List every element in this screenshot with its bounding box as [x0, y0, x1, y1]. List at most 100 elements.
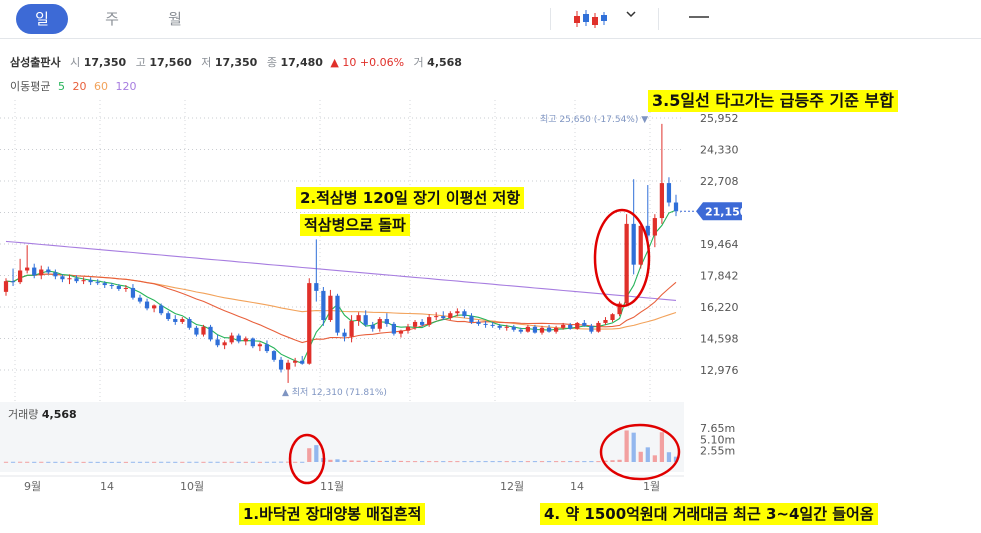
- current-price-tag: [696, 202, 742, 221]
- volume-bar: [250, 461, 255, 463]
- tab-monthly[interactable]: 월: [168, 10, 182, 28]
- volume-bar: [159, 461, 164, 463]
- annotation-2-line2: 적삼병으로 돌파: [300, 214, 410, 236]
- volume-bar: [575, 461, 580, 463]
- volume-bar: [17, 461, 23, 463]
- volume-bar: [102, 461, 107, 463]
- candle-body: [95, 282, 100, 284]
- volume-bar: [370, 460, 375, 462]
- candle-body: [589, 325, 594, 332]
- candle-body: [137, 297, 143, 302]
- candle-body: [342, 332, 347, 337]
- price-tick-label: 24,330: [700, 144, 739, 157]
- volume-bar: [511, 461, 516, 463]
- candle-body: [349, 320, 354, 337]
- candle-body: [123, 287, 129, 289]
- annotation-3: 3.5일선 타고가는 급등주 기준 부합: [648, 90, 898, 112]
- ma120-label: 120: [115, 80, 137, 93]
- ma120-line: [5, 240, 677, 301]
- price-tick-label: 12,976: [700, 364, 739, 377]
- volume-bar: [166, 461, 171, 463]
- volume-bar: [215, 461, 220, 463]
- volume-bar: [278, 461, 284, 463]
- candle-body: [434, 316, 439, 318]
- volume-bar: [398, 460, 404, 462]
- tab-daily[interactable]: 일: [16, 4, 68, 34]
- candle-body: [405, 326, 411, 331]
- candle-body: [462, 311, 467, 317]
- volume-bar: [32, 461, 37, 463]
- volume-tick-label: 2.55m: [700, 445, 735, 458]
- candle-body: [553, 327, 559, 332]
- volume-bar: [271, 461, 277, 463]
- menu-icon[interactable]: [688, 8, 710, 31]
- volume-bar: [208, 461, 213, 463]
- volume-bar: [483, 461, 488, 463]
- candle-body: [194, 327, 199, 335]
- volume-current: 4,568: [41, 408, 77, 421]
- candle-body: [166, 313, 171, 320]
- candle-body: [568, 324, 573, 329]
- high-label: 고: [135, 56, 146, 69]
- chevron-down-icon[interactable]: [625, 8, 637, 24]
- volume-bar: [60, 461, 65, 463]
- candle-body: [264, 344, 270, 352]
- candle-body: [3, 281, 9, 292]
- price-tick-label: 14,598: [700, 333, 739, 346]
- volume-bar: [582, 461, 587, 463]
- volume-bar: [144, 461, 150, 463]
- ma-legend: 이동평균 5 20 60 120: [10, 78, 136, 94]
- candle-body: [215, 339, 220, 346]
- volume-bar: [462, 461, 467, 463]
- volume-bar: [123, 461, 129, 463]
- annotation-2-line1: 2.적삼병 120일 장기 이평선 저항: [296, 187, 525, 209]
- high-marker-label: 최고 25,650 (-17.54%) ▼: [540, 114, 648, 125]
- low-marker-label: ▲ 최저 12,310 (71.81%): [282, 387, 387, 398]
- volume-caption: 거래량 4,568: [8, 406, 77, 422]
- candle-body: [180, 319, 185, 322]
- volume-bar: [553, 461, 559, 463]
- volume-value: 4,568: [427, 56, 462, 69]
- volume-bar: [25, 461, 30, 463]
- volume-bar: [46, 461, 51, 463]
- volume-bar: [638, 451, 643, 462]
- highlight-circle-recent-volume: [599, 423, 681, 481]
- candle-body: [278, 359, 284, 370]
- candle-body: [222, 342, 227, 346]
- candle-body: [419, 321, 425, 325]
- candlestick-icon[interactable]: [570, 8, 610, 30]
- volume-bar: [173, 461, 178, 463]
- candle-body: [116, 286, 121, 289]
- volume-bar: [504, 461, 509, 463]
- close-label: 종: [266, 56, 277, 69]
- low-label: 저: [201, 56, 212, 69]
- volume-bar: [356, 460, 361, 462]
- toolbar-divider: [658, 8, 659, 30]
- volume-bar: [328, 459, 333, 462]
- volume-bar: [257, 461, 263, 463]
- candle-body: [645, 225, 650, 236]
- volume-bar: [137, 461, 143, 463]
- volume-bar: [469, 461, 474, 463]
- volume-bar: [194, 461, 199, 463]
- toolbar-divider: [550, 8, 551, 30]
- volume-bar: [95, 461, 100, 463]
- candle-body: [455, 311, 460, 314]
- candle-body: [539, 327, 545, 333]
- candle-body: [363, 315, 368, 325]
- candle-body: [398, 330, 404, 334]
- candle-body: [243, 338, 248, 342]
- volume-bar: [349, 460, 354, 462]
- candle-body: [624, 223, 629, 304]
- candle-body: [617, 303, 622, 315]
- volume-bar: [236, 461, 241, 463]
- candle-body: [561, 324, 566, 328]
- candle-body: [427, 317, 432, 325]
- candle-body: [673, 202, 679, 212]
- tab-weekly[interactable]: 주: [105, 10, 119, 28]
- volume-bar: [645, 447, 650, 462]
- close-value: 17,480: [280, 56, 323, 69]
- volume-bar: [201, 461, 206, 463]
- price-tick-label: 22,708: [700, 175, 739, 188]
